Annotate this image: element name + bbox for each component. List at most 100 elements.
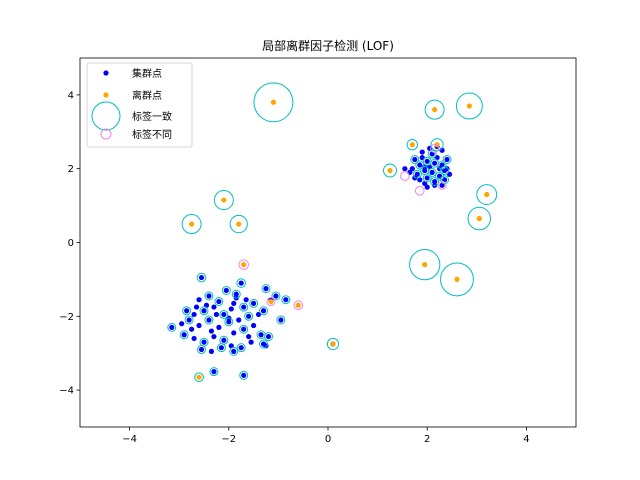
inlier-point xyxy=(278,317,284,323)
match-ring xyxy=(224,317,234,327)
outlier-point xyxy=(236,221,242,227)
inlier-point xyxy=(241,372,247,378)
inlier-point xyxy=(412,156,418,163)
outlier-point xyxy=(466,103,472,109)
inlier-point xyxy=(223,287,229,294)
legend-entry: 离群点 xyxy=(103,89,162,102)
inlier-point xyxy=(211,304,217,310)
outlier-point xyxy=(189,221,195,227)
match-ring xyxy=(455,92,483,120)
match-ring xyxy=(263,332,273,342)
inlier-point xyxy=(216,324,222,330)
match-ring xyxy=(239,302,249,312)
match-ring xyxy=(440,262,474,297)
inlier-point xyxy=(429,169,435,175)
match-ring xyxy=(422,173,432,183)
match-ring xyxy=(199,306,209,316)
match-ring xyxy=(415,160,425,170)
match-ring xyxy=(214,297,224,307)
outlier-point xyxy=(295,302,301,308)
inlier-point xyxy=(196,322,202,329)
outlier-point xyxy=(270,99,277,105)
legend-label: 离群点 xyxy=(132,89,162,102)
inlier-point xyxy=(184,308,190,314)
inlier-point xyxy=(402,166,408,172)
match-ring xyxy=(406,139,419,151)
inlier-point xyxy=(409,166,415,172)
inlier-point xyxy=(196,297,202,303)
inlier-point xyxy=(221,337,227,343)
match-ring xyxy=(467,206,492,231)
inlier-point xyxy=(198,346,205,353)
match-ring xyxy=(229,346,239,356)
inlier-point xyxy=(221,311,227,318)
inlier-point xyxy=(444,156,450,163)
outlier-point xyxy=(221,197,227,203)
inlier-point xyxy=(228,306,234,312)
legend-ring-marker xyxy=(91,101,121,131)
inlier-point xyxy=(260,308,267,314)
mismatch-ring xyxy=(400,171,410,181)
match-ring xyxy=(184,315,194,325)
match-ring xyxy=(209,367,219,377)
match-ring xyxy=(167,322,177,332)
legend-entry: 标签不同 xyxy=(100,128,172,141)
match-ring xyxy=(244,311,254,321)
mismatch-ring xyxy=(414,186,425,196)
inlier-point xyxy=(251,322,257,329)
match-ring xyxy=(437,160,447,170)
inlier-point xyxy=(233,291,239,297)
legend-entry: 标签一致 xyxy=(91,101,172,131)
inlier-point xyxy=(208,348,215,354)
inlier-point xyxy=(231,300,237,306)
legend-ring-marker xyxy=(100,128,112,140)
inlier-point xyxy=(211,333,217,340)
inlier-point xyxy=(424,175,430,181)
y-tick-label: 4 xyxy=(68,90,74,101)
inlier-point xyxy=(218,345,224,351)
match-ring xyxy=(409,249,441,281)
inlier-point xyxy=(241,304,247,310)
match-ring xyxy=(326,337,340,351)
mismatch-ring xyxy=(430,143,440,153)
inlier-point xyxy=(231,348,237,354)
inlier-point xyxy=(422,167,428,174)
match-ring xyxy=(219,309,229,319)
inlier-point xyxy=(419,149,425,155)
match-ring xyxy=(440,166,450,176)
match-ring xyxy=(427,167,437,177)
outlier-point xyxy=(387,167,393,174)
inlier-point xyxy=(191,335,197,342)
match-ring xyxy=(281,295,291,305)
match-ring xyxy=(430,138,444,152)
match-ring xyxy=(197,345,207,355)
inlier-point xyxy=(179,321,185,327)
match-ring xyxy=(430,177,440,187)
match-ring xyxy=(194,372,204,383)
inlier-point xyxy=(181,332,187,338)
match-ring xyxy=(236,343,246,353)
match-ring xyxy=(427,149,437,159)
match-ring xyxy=(231,289,241,299)
inlier-point xyxy=(213,311,219,318)
inlier-point xyxy=(236,317,242,323)
y-tick-label: 0 xyxy=(68,238,74,249)
inlier-point xyxy=(198,274,205,281)
inlier-point xyxy=(169,324,175,330)
inlier-point xyxy=(231,330,237,336)
legend-entry: 集群点 xyxy=(103,67,162,80)
match-ring xyxy=(179,330,189,340)
match-ring xyxy=(259,306,269,316)
legend-label: 集群点 xyxy=(132,67,162,80)
outlier-point xyxy=(476,215,482,222)
axes: −4 −2 0 2 4 −4 −2 0 2 4 xyxy=(59,57,577,445)
match-ring xyxy=(239,324,249,334)
inlier-point xyxy=(246,333,252,340)
inlier-point xyxy=(432,160,438,166)
legend-label: 标签一致 xyxy=(132,110,172,123)
match-ring xyxy=(410,154,420,164)
match-ring xyxy=(196,272,207,283)
mismatch-rings xyxy=(238,143,447,311)
